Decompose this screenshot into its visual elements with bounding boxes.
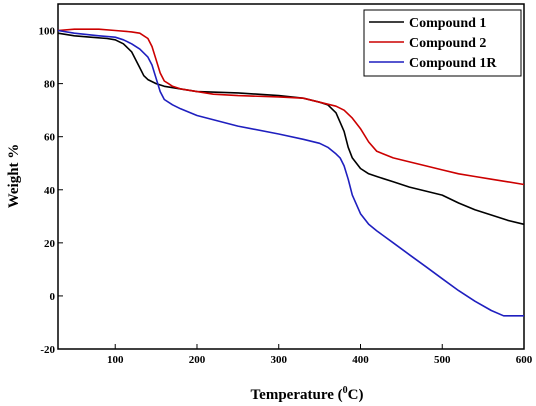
y-tick-label: 20 <box>44 238 56 250</box>
x-axis-label-unit: C) <box>348 387 364 403</box>
x-tick-label: 500 <box>434 354 451 366</box>
x-tick-label: 600 <box>516 354 533 366</box>
legend-label-2: Compound 2 <box>409 36 486 51</box>
y-tick-label: 80 <box>44 79 56 91</box>
legend: Compound 1 Compound 2 Compound 1R <box>363 9 522 77</box>
x-tick-label: 300 <box>270 354 287 366</box>
y-tick-label: -20 <box>40 344 55 356</box>
y-axis-label: Weight % <box>6 144 22 209</box>
legend-label-1: Compound 1 <box>409 16 486 31</box>
plot-area-frame <box>57 3 525 350</box>
legend-box <box>363 9 522 77</box>
x-tick-label: 100 <box>107 354 124 366</box>
x-axis-ticks: 100 200 300 400 500 600 <box>107 344 533 366</box>
y-axis-ticks: -20 0 20 40 60 80 100 <box>39 26 63 356</box>
x-axis-label-main: Temperature ( <box>251 387 343 403</box>
y-tick-label: 100 <box>39 26 56 38</box>
x-axis-label: Temperature (0C) <box>251 385 364 403</box>
x-tick-label: 200 <box>189 354 206 366</box>
series-line-2 <box>57 28 525 186</box>
legend-label-3: Compound 1R <box>409 56 497 71</box>
y-tick-label: 0 <box>50 291 56 303</box>
series-line-3 <box>57 29 524 317</box>
y-tick-label: 60 <box>44 132 56 144</box>
series-lines <box>57 28 525 317</box>
x-tick-label: 400 <box>352 354 369 366</box>
y-tick-label: 40 <box>44 185 56 197</box>
x-axis-label-superscript: 0 <box>343 385 348 396</box>
